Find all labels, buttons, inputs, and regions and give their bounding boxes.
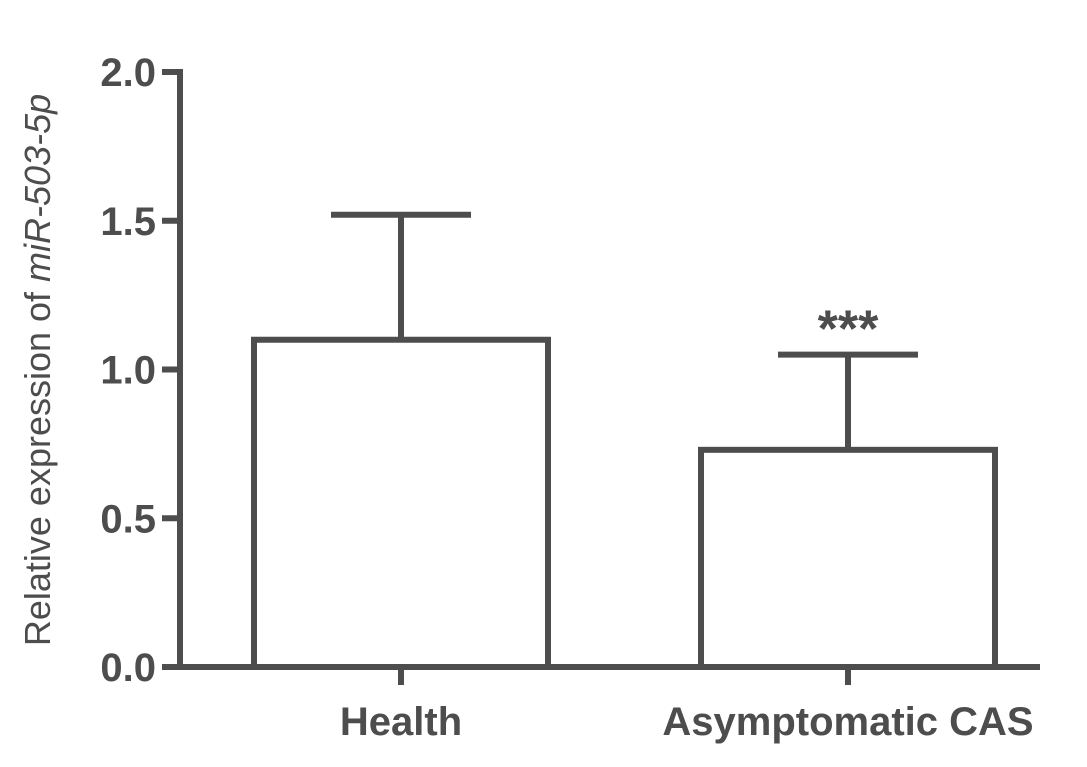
y-tick-label: 0.0 bbox=[100, 646, 156, 690]
y-axis-title: Relative expression of miR-503-5p bbox=[17, 94, 58, 646]
y-tick-label: 2.0 bbox=[100, 51, 156, 95]
labels: 0.0 0.5 1.0 1.5 2.0 Health Asymptomatic CAS *** bbox=[100, 51, 1033, 744]
bars bbox=[251, 211, 998, 671]
y-axis-title-gene: miR-503-5p bbox=[17, 94, 58, 282]
y-tick-label: 1.5 bbox=[100, 200, 156, 244]
significance-label: *** bbox=[818, 301, 879, 359]
x-category-label: Health bbox=[340, 700, 462, 744]
y-tick-label: 0.5 bbox=[100, 497, 156, 541]
bar bbox=[251, 336, 551, 670]
x-category-label: Asymptomatic CAS bbox=[662, 700, 1033, 744]
bar bbox=[698, 446, 998, 671]
y-axis-title-prefix: Relative expression of bbox=[17, 282, 58, 646]
y-tick-label: 1.0 bbox=[100, 349, 156, 393]
